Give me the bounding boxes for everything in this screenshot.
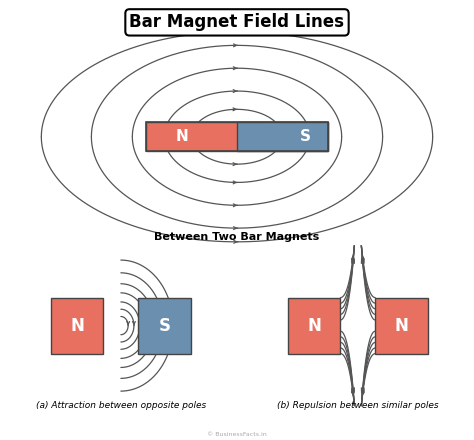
Text: S: S [300, 129, 311, 144]
Text: Bar Magnet Field Lines: Bar Magnet Field Lines [129, 13, 345, 31]
Text: N: N [394, 317, 409, 334]
Text: (a) Attraction between opposite poles: (a) Attraction between opposite poles [36, 401, 206, 410]
Bar [237, 122, 328, 151]
Text: N: N [70, 317, 84, 334]
Bar [146, 122, 328, 151]
Text: S: S [158, 317, 171, 334]
Text: N: N [176, 129, 189, 144]
Bar [146, 122, 328, 151]
Text: Between Two Bar Magnets: Between Two Bar Magnets [155, 232, 319, 242]
Text: © BusinessFacts.in: © BusinessFacts.in [207, 432, 267, 436]
Bar [288, 297, 340, 354]
Bar [375, 297, 428, 354]
Text: N: N [307, 317, 321, 334]
Bar [51, 297, 103, 354]
Text: (b) Repulsion between similar poles: (b) Repulsion between similar poles [277, 401, 438, 410]
Bar [138, 297, 191, 354]
